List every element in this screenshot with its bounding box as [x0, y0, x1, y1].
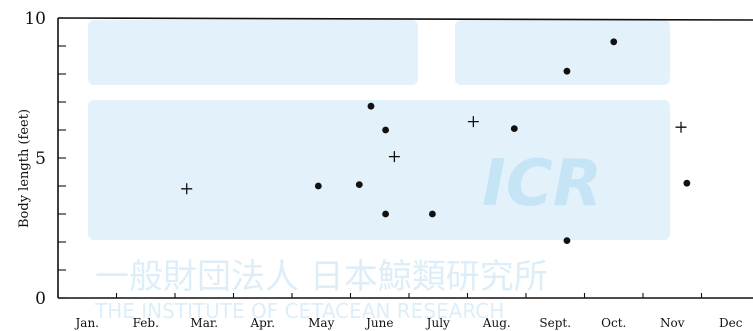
x-tick-label: Sept. [539, 316, 571, 330]
data-point-dot [563, 237, 571, 245]
data-point-dot [314, 182, 322, 190]
y-tick-label: 0 [35, 289, 46, 309]
y-ticks: 0 5 10 [24, 9, 66, 309]
data-point-plus [181, 183, 193, 195]
data-point-dot [563, 67, 571, 75]
y-axis-label: Body length (feet) [17, 109, 32, 228]
x-tick-label: Mar. [190, 316, 218, 330]
x-tick-label: May [308, 316, 334, 330]
data-point-dot [510, 125, 518, 132]
top-frame-line [57, 17, 753, 21]
watermark-block-bottom [88, 100, 670, 240]
x-tick-label: Apr. [249, 316, 275, 330]
data-point-dot [429, 210, 436, 218]
data-point-dot [367, 102, 375, 110]
data-points [181, 38, 691, 245]
watermark-block-left [88, 20, 418, 85]
x-ticks: Jan. Feb. Mar. Apr. May June July Aug. Sept. Oct.… [57, 293, 743, 330]
x-tick-label: July [425, 316, 450, 330]
watermark-logo-text: ICR [482, 147, 602, 221]
watermark-org-name-en: THE INSTITUTE OF CETACEAN RESEARCH [94, 299, 504, 323]
data-point-dot [683, 179, 691, 187]
data-point-dot [610, 38, 618, 46]
x-tick-label: Dec [719, 316, 743, 330]
data-point-dot [382, 210, 389, 218]
data-point-dot [355, 181, 363, 189]
y-tick-label: 5 [35, 149, 46, 169]
icr-watermark: ICR 一般財団法人 日本鯨類研究所 THE INSTITUTE OF CETA… [88, 20, 670, 323]
x-tick-label: Aug. [482, 316, 511, 330]
x-tick-label: Feb. [133, 316, 159, 330]
data-point-plus [467, 116, 479, 128]
x-tick-label: Nov [660, 316, 685, 330]
watermark-block-right [455, 20, 670, 85]
y-tick-label: 10 [24, 9, 46, 29]
data-point-plus [675, 121, 687, 133]
data-point-plus [388, 151, 400, 163]
x-tick-label: Jan. [73, 316, 99, 330]
x-tick-label: June [364, 316, 393, 330]
watermark-org-name-jp: 一般財団法人 日本鯨類研究所 [95, 257, 548, 297]
x-tick-label: Oct. [601, 316, 626, 330]
data-point-dot [382, 126, 389, 134]
